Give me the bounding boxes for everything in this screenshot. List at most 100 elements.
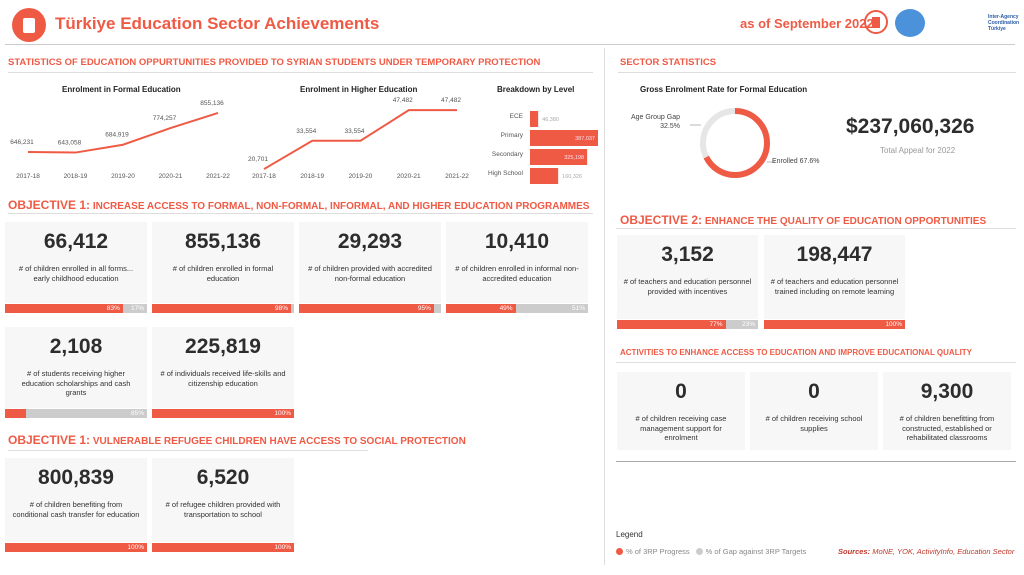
bar (530, 130, 598, 146)
bar-value-label: 387,037 (575, 136, 595, 142)
indicator-label: # of students receiving higher education… (21, 369, 131, 397)
series-line (263, 109, 457, 170)
indicator-card: 198,447 # of teachers and education perso… (764, 235, 905, 319)
partner-logo-text: Inter-Agency Coordination Türkiye (988, 14, 1020, 32)
document-icon (872, 16, 880, 28)
divider (8, 72, 593, 73)
progress-fill: 83% (5, 304, 123, 313)
x-tick-label: 2021-22 (206, 173, 230, 180)
indicator-card: 9,300 # of children benefitting from cons… (883, 372, 1011, 450)
objective1b-title: OBJECTIVE 1: VULNERABLE REFUGEE CHILDREN… (8, 433, 466, 447)
divider (8, 213, 593, 214)
data-label: 646,231 (10, 139, 34, 146)
bar-category-label: High School (488, 170, 524, 177)
objective2-title: OBJECTIVE 2: ENHANCE THE QUALITY OF EDUC… (620, 213, 986, 227)
indicator-value: 855,136 (185, 230, 261, 253)
gap-fill: 17% (122, 304, 147, 313)
right-section-title: SECTOR STATISTICS (620, 57, 717, 68)
progress-bar: 77% 23% (617, 320, 758, 329)
x-tick-label: 2021-22 (445, 173, 469, 180)
data-label: 47,482 (393, 97, 413, 104)
indicator-label: # of individuals received life-skills an… (160, 369, 286, 388)
divider (616, 461, 1016, 462)
gap-label: Age Group Gap 32.5% (627, 113, 680, 131)
indicator-label: # of children provided with accredited n… (308, 264, 432, 283)
indicator-card: 2,108 # of students receiving higher educ… (5, 327, 147, 408)
indicator-label: # of children receiving case management … (635, 414, 727, 442)
column-divider (604, 48, 605, 565)
divider (616, 362, 1016, 363)
data-label: 47,482 (441, 97, 461, 104)
objective1a-title: OBJECTIVE 1: INCREASE ACCESS TO FORMAL, … (8, 198, 589, 212)
indicator-card: 3,152 # of teachers and education personn… (617, 235, 758, 319)
indicator-label: # of children receiving school supplies (765, 414, 863, 433)
indicator-label: # of children enrolled in formal educati… (172, 264, 274, 283)
bar-value-label: 160,326 (562, 174, 582, 180)
progress-bar: 85% (5, 409, 147, 418)
indicator-card: 29,293 # of children provided with accred… (299, 222, 441, 303)
header-divider (5, 44, 1015, 45)
indicator-value: 800,839 (38, 466, 114, 489)
indicator-value: 29,293 (337, 230, 403, 253)
x-tick-label: 2018-19 (64, 173, 88, 180)
indicator-card: 0 # of children receiving school supplies (750, 372, 878, 450)
bar (530, 168, 559, 184)
divider (8, 450, 368, 451)
gap-label-name: Age Group Gap (630, 114, 680, 121)
data-label: 33,554 (345, 128, 365, 135)
indicator-value: 0 (808, 380, 820, 403)
gap-fill: 23% (725, 320, 758, 329)
left-section-title: STATISTICS OF EDUCATION OPPURTUNITIES PR… (8, 57, 541, 68)
indicator-card: 6,520 # of refugee children provided with… (152, 458, 294, 542)
enrolment-charts: 2017-18 646,231 2018-19 643,058 2019-20 684,9… (10, 97, 598, 184)
indicator-card: 66,412 # of children enrolled in all form… (5, 222, 147, 303)
progress-bar: 100% (152, 409, 294, 418)
x-tick-label: 2019-20 (349, 173, 373, 180)
progress-bar: 95% (299, 304, 441, 313)
gap-fill: 51% (515, 304, 588, 313)
indicator-value: 6,520 (196, 466, 250, 489)
indicator-card: 10,410 # of children enrolled in informal… (446, 222, 588, 303)
indicator-card: 800,839 # of children benefiting from con… (5, 458, 147, 542)
x-tick-label: 2017-18 (16, 173, 40, 180)
ger-donut-chart (690, 108, 775, 178)
page-title: Türkiye Education Sector Achievements (55, 14, 380, 33)
total-appeal-value: $237,060,326 (846, 115, 975, 138)
progress-fill: 77% (617, 320, 726, 329)
activities-title: ACTIVITIES TO ENHANCE ACCESS TO EDUCATIO… (620, 348, 973, 357)
total-appeal-label: Total Appeal for 2022 (880, 146, 956, 155)
progress-fill: 100% (152, 543, 294, 552)
indicator-value: 66,412 (43, 230, 109, 253)
gap-fill (291, 304, 294, 313)
bar (530, 111, 539, 127)
data-label: 684,919 (105, 132, 129, 139)
data-label: 855,136 (200, 100, 224, 107)
sector-logo-small (864, 10, 888, 34)
objective-text: INCREASE ACCESS TO FORMAL, NON-FORMAL, I… (92, 201, 590, 212)
gap-dot-icon (695, 548, 703, 555)
legend: % of 3RP Progress % of Gap against 3RP T… (616, 547, 806, 556)
bar-category-label: Secondary (492, 151, 524, 158)
enrolled-label: Enrolled 67.6% (772, 158, 820, 165)
indicator-label: # of children benefiting from conditiona… (12, 500, 140, 519)
divider (616, 228, 1016, 229)
progress-bar: 83% 17% (5, 304, 147, 313)
divider (618, 72, 1016, 73)
objective-text: VULNERABLE REFUGEE CHILDREN HAVE ACCESS … (92, 436, 466, 447)
sources-text: MoNE, YOK, ActivityInfo, Education Secto… (872, 547, 1015, 556)
progress-bar: 100% (5, 543, 147, 552)
formal-chart-title: Enrolment in Formal Education (62, 85, 181, 94)
progress-bar: 98% (152, 304, 294, 313)
indicator-card: 855,136 # of children enrolled in formal … (152, 222, 294, 303)
indicator-card: 0 # of children receiving case management… (617, 372, 745, 450)
sources: Sources: MoNE, YOK, ActivityInfo, Educat… (838, 547, 1014, 556)
donut-enrolled-slice (700, 108, 770, 178)
objective-text: ENHANCE THE QUALITY OF EDUCATION OPPORTU… (704, 216, 987, 227)
legend-progress: % of 3RP Progress (626, 547, 690, 556)
objective-prefix: OBJECTIVE 2: (620, 213, 703, 227)
progress-bar: 100% (152, 543, 294, 552)
progress-fill: 100% (5, 543, 147, 552)
legend-title: Legend (616, 530, 643, 539)
bar-category-label: Primary (501, 132, 524, 139)
indicator-value: 9,300 (920, 380, 974, 403)
